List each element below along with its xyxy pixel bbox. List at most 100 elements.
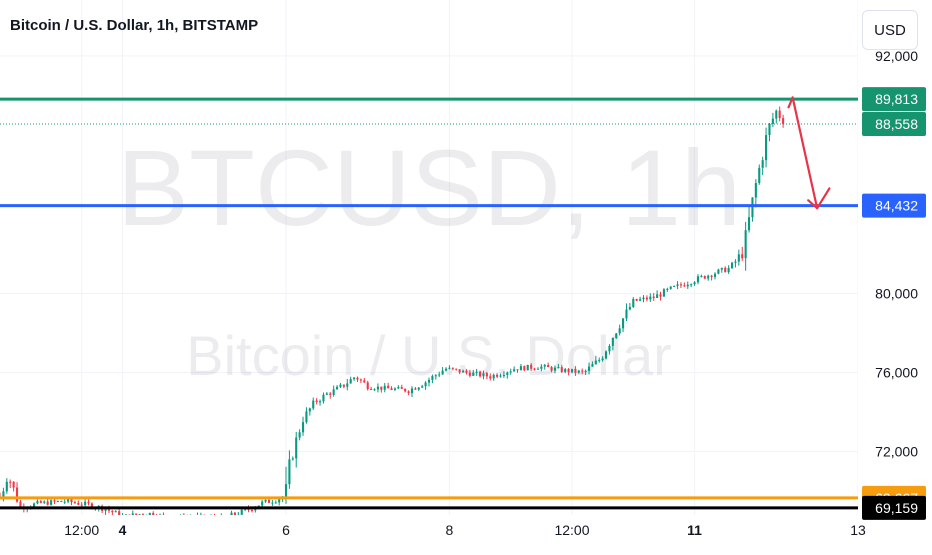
candle-body [628,307,631,310]
candle-body [90,503,93,509]
candle-body [356,377,359,380]
candle-body [475,371,478,373]
candle-body [380,386,383,390]
price-axis-panel [858,0,932,550]
y-tick-label: 92,000 [875,48,918,64]
candle-body [312,400,315,409]
candle-body [479,371,482,377]
candle-body [67,499,70,502]
candle-body [267,499,271,503]
candle-body [465,370,468,373]
candle-body [492,374,495,379]
candle-body [46,501,49,505]
candle-body [666,288,669,290]
candle-body [601,358,604,361]
candle-body [778,110,781,119]
candle-body [407,391,410,394]
level-label-badge [862,495,926,520]
candle-body [526,364,529,371]
y-tick-label: 72,000 [875,444,918,460]
candle-body [376,386,379,390]
candle-body [533,368,536,370]
candle-body [673,285,676,287]
candle-body [570,368,574,373]
candle-body [383,385,386,390]
candle-body [84,501,87,506]
candle-body [451,367,454,369]
candle-body [553,367,557,371]
candle-body [502,374,505,376]
candle-body [80,504,83,506]
candle-body [598,360,601,362]
candle-body [305,411,308,423]
time-axis-panel [0,515,932,550]
candle-body [727,267,730,273]
candle-body [247,508,250,510]
candle-body [332,389,335,395]
watermark-ticker: BTCUSD, 1h [117,127,741,248]
candle-body [342,384,345,387]
x-tick-label: 12:00 [64,522,99,538]
candle-body [652,296,655,298]
candle-body [56,500,59,502]
candle-body [496,374,499,377]
candle-body [32,503,36,507]
candle-body [114,511,117,513]
candle-body [604,351,608,359]
level-label-badge [862,111,926,136]
candle-body [618,328,621,334]
candle-body [540,366,543,369]
candle-body [656,294,659,298]
projection-arrowhead [807,199,819,210]
candle-body [264,499,267,502]
candle-body [397,387,400,389]
candle-body [642,297,645,300]
candle-body [485,373,488,377]
candle-body [468,372,471,376]
candle-body [594,360,597,365]
candle-body [472,372,475,376]
candle-body [734,261,737,263]
projection-arrow [787,96,831,210]
candle-body [346,383,349,387]
candle-body [288,459,291,485]
candle-body [693,282,696,285]
y-tick-label: 76,000 [875,365,918,381]
candle-body [574,368,577,373]
candle-body [353,377,356,380]
candle-body [421,386,424,388]
candle-body [135,513,138,515]
candle-body [639,299,642,301]
candle-body [244,508,247,510]
candle-body [625,309,628,319]
currency-button[interactable]: USD [862,10,918,50]
candle-body [291,458,294,460]
x-tick-label: 6 [282,522,290,538]
candle-body [499,375,502,377]
candle-body [322,394,325,402]
candle-body [768,123,771,136]
candle-body [550,367,553,371]
candle-body [339,384,342,387]
candle-body [271,502,274,504]
candle-body [441,370,444,375]
candle-body [703,275,706,279]
candle-body [516,369,519,371]
candle-body [622,318,625,329]
x-tick-label: 13 [850,522,866,538]
x-tick-label: 8 [446,522,454,538]
candle-body [564,369,567,372]
candle-body [274,502,277,504]
candle-body [645,297,648,300]
candle-body [417,387,420,390]
candle-body [737,254,740,262]
candle-body [747,217,751,231]
candle-body [240,509,243,515]
candle-body [298,432,301,438]
candle-body [390,388,393,390]
candle-body [404,388,407,392]
candle-body [751,197,754,218]
level-label-text: 69,159 [875,500,918,516]
